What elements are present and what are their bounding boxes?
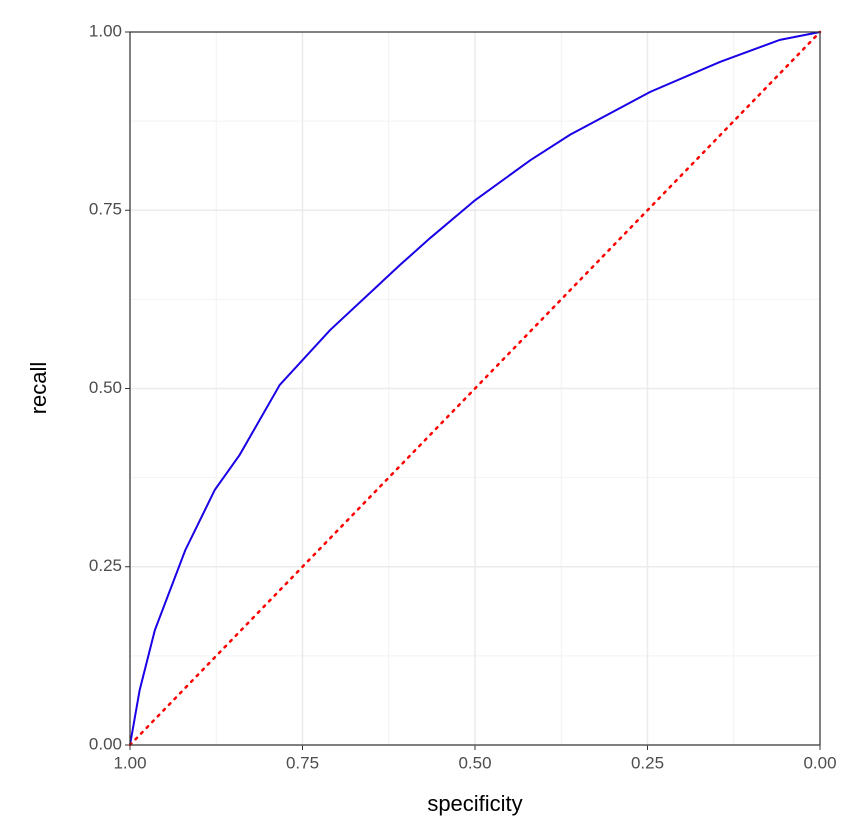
x-tick-label: 0.75 <box>286 753 319 772</box>
x-axis-title: specificity <box>427 791 522 816</box>
panel-border <box>129 31 821 746</box>
x-tick-label: 0.25 <box>631 753 664 772</box>
y-axis-title: recall <box>26 362 51 415</box>
series-line <box>128 30 822 747</box>
x-tick-label: 1.00 <box>113 753 146 772</box>
y-tick-label: 1.00 <box>89 21 122 40</box>
y-tick-label: 0.25 <box>89 556 122 575</box>
series-line <box>129 31 821 746</box>
x-tick-label: 0.00 <box>803 753 836 772</box>
x-tick-label: 0.50 <box>458 753 491 772</box>
y-tick-label: 0.00 <box>89 734 122 753</box>
y-tick-label: 0.75 <box>89 200 122 219</box>
y-tick-label: 0.50 <box>89 378 122 397</box>
